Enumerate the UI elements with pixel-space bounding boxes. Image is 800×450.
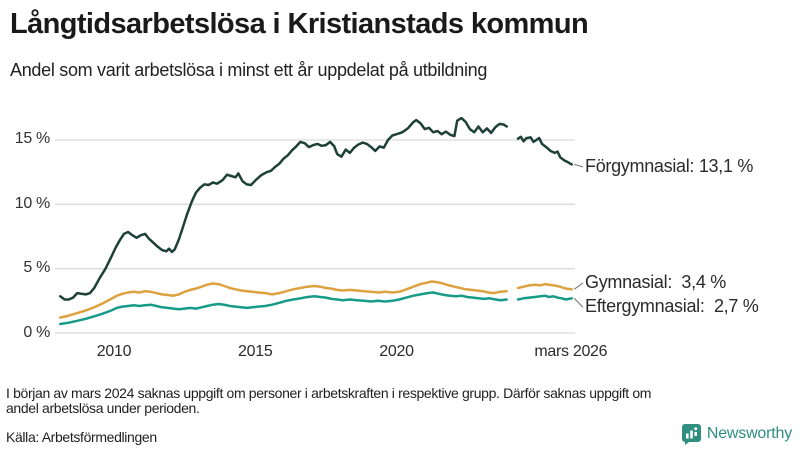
series-line-gymnasial: [59, 280, 508, 319]
series-line-forgymnasial: [516, 135, 573, 166]
x-tick-2015: 2015: [238, 343, 273, 360]
series-end-label-eftergymnasial: Eftergymnasial: 2,7 %: [585, 296, 759, 317]
x-tick-2020: 2020: [379, 343, 414, 360]
y-tick-0: 0 %: [23, 323, 50, 341]
footnote-line: andel arbetslösa under perioden.: [6, 400, 200, 416]
label-connector: [573, 297, 584, 308]
chart-title: Långtidsarbetslösa i Kristianstads kommu…: [10, 8, 589, 40]
series-line-gymnasial: [516, 282, 573, 291]
series-line-eftergymnasial: [516, 294, 573, 301]
data-gap-footnote: I början av mars 2024 saknas uppgift om …: [6, 386, 794, 416]
series-line-forgymnasial: [59, 116, 508, 301]
footnote-line: I början av mars 2024 saknas uppgift om …: [6, 385, 652, 401]
series-end-label-forgymnasial: Förgymnasial: 13,1 %: [585, 155, 754, 176]
newsworthy-logo-text: Newsworthy: [706, 425, 792, 442]
x-tick-2010: 2010: [96, 343, 132, 360]
newsworthy-branding: Newsworthy: [681, 423, 792, 445]
newsworthy-logo-icon: [681, 424, 701, 445]
label-connector: [574, 163, 584, 168]
series-end-label-gymnasial: Gymnasial: 3,4 %: [585, 271, 726, 292]
series-line-eftergymnasial: [59, 291, 508, 326]
y-tick-15: 15 %: [14, 130, 51, 148]
label-connector: [573, 282, 584, 290]
y-tick-10: 10 %: [14, 194, 51, 212]
source-note: Källa: Arbetsförmedlingen: [6, 429, 157, 445]
chart-subtitle: Andel som varit arbetslösa i minst ett å…: [10, 60, 488, 80]
y-tick-5: 5 %: [23, 259, 50, 277]
x-tick-mars-2026: mars 2026: [534, 343, 608, 360]
